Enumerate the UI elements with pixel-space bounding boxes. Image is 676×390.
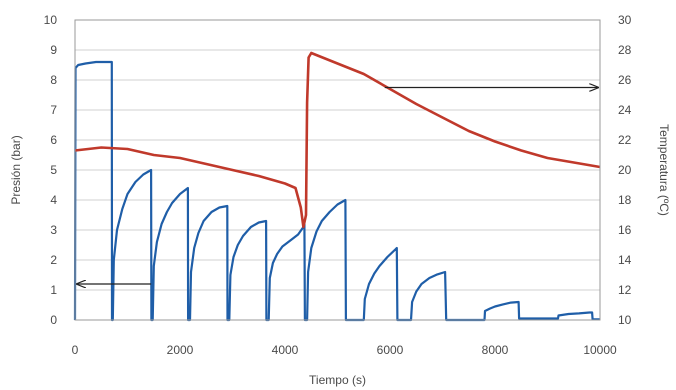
y2-tick-label-5: 20: [618, 163, 632, 177]
y-tick-label-9: 9: [50, 43, 57, 57]
y-tick-label-3: 3: [50, 223, 57, 237]
y-tick-label-8: 8: [50, 73, 57, 87]
y2-tick-label-7: 24: [618, 103, 632, 117]
y-tick-label-4: 4: [50, 193, 57, 207]
plot-area-border: [74, 19, 601, 321]
temperature-series-line: [74, 51, 601, 229]
y2-tick-label-6: 22: [618, 133, 632, 147]
y-tick-label-2: 2: [50, 253, 57, 267]
y2-tick-label-4: 18: [618, 193, 632, 207]
y2-tick-label-2: 14: [618, 253, 632, 267]
y-tick-label-1: 1: [50, 283, 57, 297]
x-tick-label-3: 6000: [377, 343, 404, 357]
x-axis-title: Tiempo (s): [309, 373, 366, 387]
x-tick-label-2: 4000: [272, 343, 299, 357]
y-tick-label-10: 10: [44, 13, 58, 27]
x-tick-label-1: 2000: [167, 343, 194, 357]
y-tick-label-5: 5: [50, 163, 57, 177]
y2-tick-label-3: 16: [618, 223, 632, 237]
pressure-series-line: [73, 60, 600, 322]
x-tick-label-0: 0: [72, 343, 79, 357]
y2-tick-label-0: 10: [618, 313, 632, 327]
x-tick-label-4: 8000: [482, 343, 509, 357]
y-tick-label-7: 7: [50, 103, 57, 117]
y2-tick-label-8: 26: [618, 73, 632, 87]
annotation-layer: [77, 88, 598, 285]
y-tick-label-6: 6: [50, 133, 57, 147]
y2-axis-title: Temperatura (ºC): [657, 124, 671, 216]
y-axis-title: Presión (bar): [9, 135, 23, 204]
y2-tick-label-10: 30: [618, 13, 632, 27]
y-tick-label-0: 0: [50, 313, 57, 327]
series-layer: [73, 51, 601, 322]
x-tick-label-5: 10000: [583, 343, 617, 357]
y2-tick-label-1: 12: [618, 283, 632, 297]
y2-tick-label-9: 28: [618, 43, 632, 57]
